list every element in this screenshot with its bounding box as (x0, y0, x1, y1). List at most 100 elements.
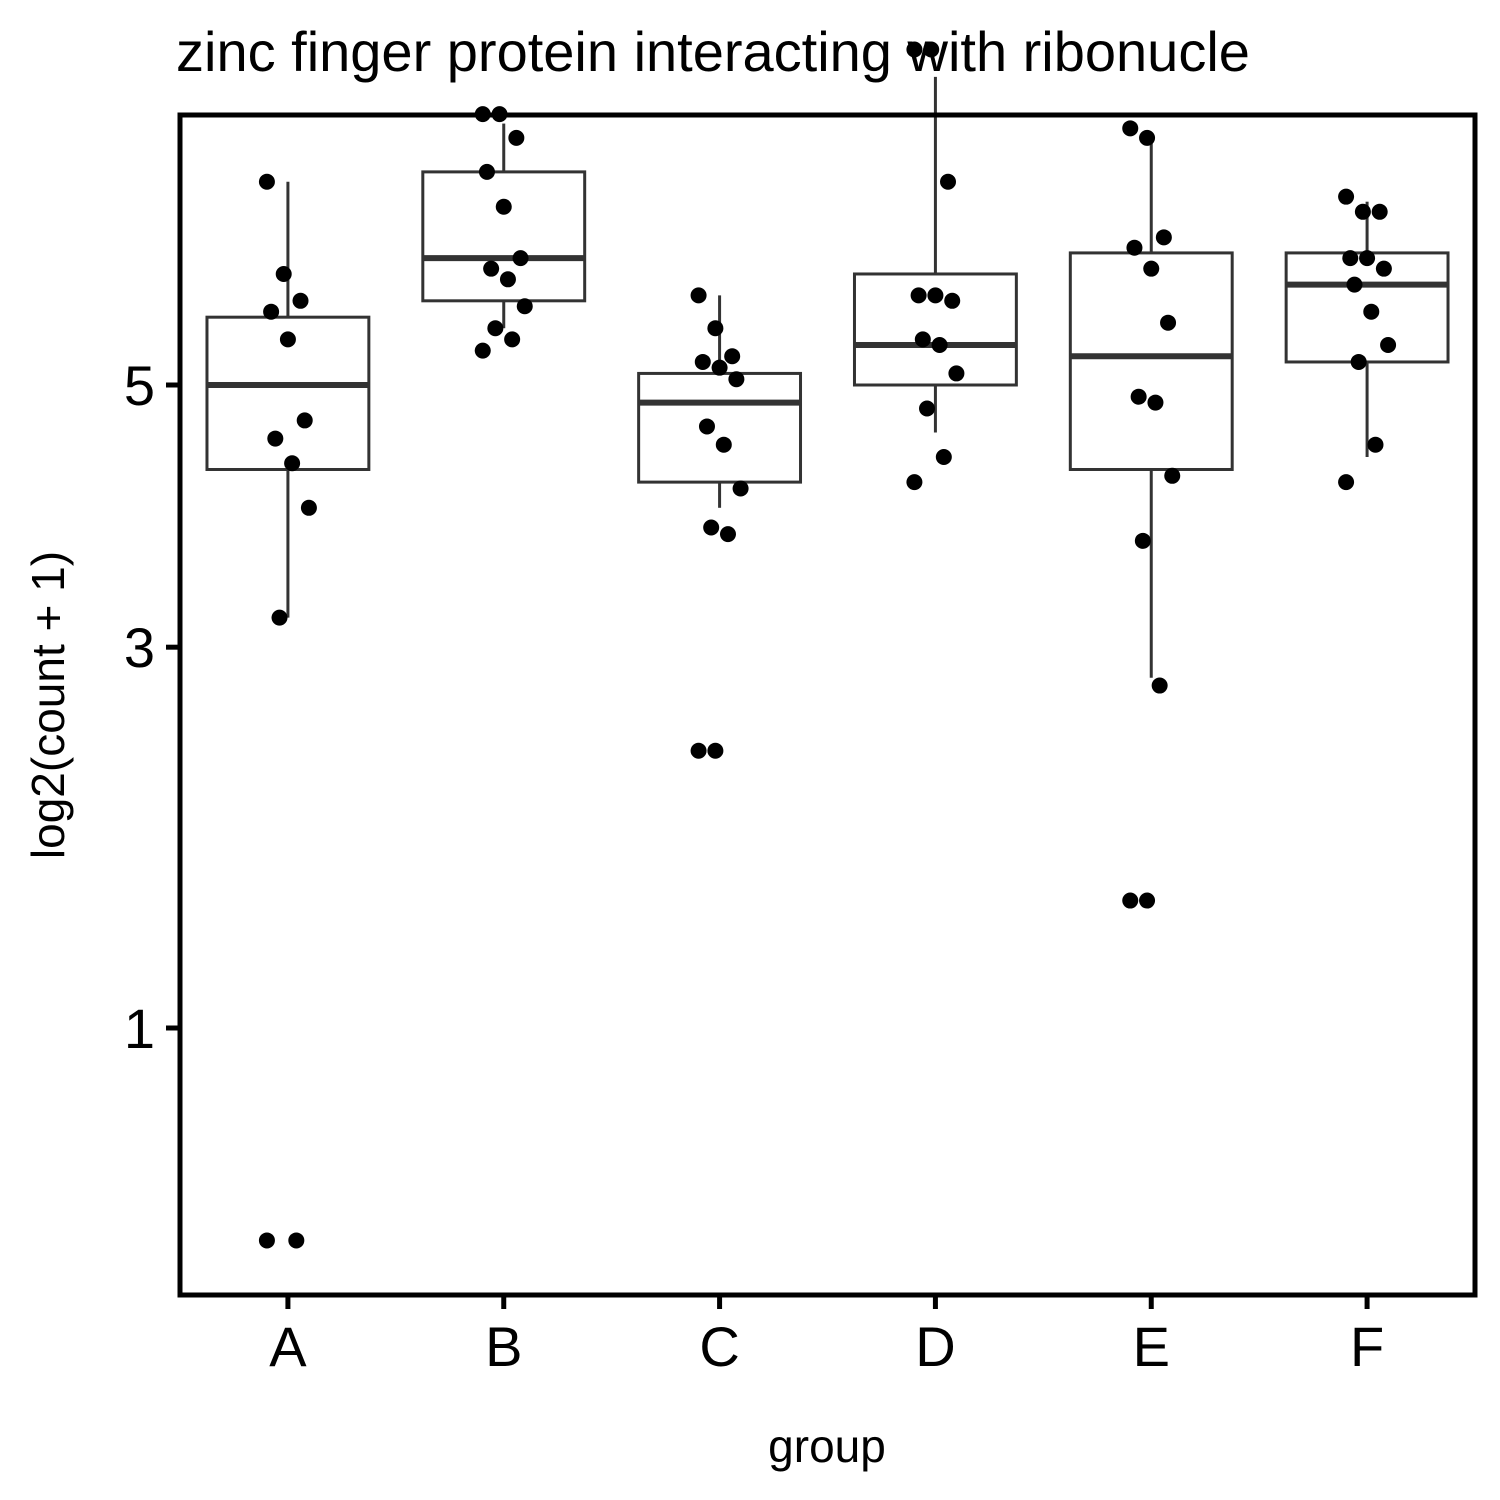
points-E (1122, 120, 1181, 909)
data-point (724, 348, 741, 365)
data-point (906, 474, 923, 491)
data-point (914, 331, 931, 348)
data-point (504, 331, 521, 348)
points-C (690, 287, 749, 759)
data-point (258, 1232, 275, 1249)
y-tick-label: 3 (124, 616, 155, 679)
data-point (931, 336, 948, 353)
data-point (1346, 276, 1363, 293)
data-point (690, 287, 707, 304)
data-point (279, 331, 296, 348)
data-point (703, 519, 720, 536)
data-point (1143, 260, 1160, 277)
data-point (288, 1232, 305, 1249)
data-point (707, 742, 724, 759)
data-point (1139, 892, 1156, 909)
data-point (258, 173, 275, 190)
data-point (1147, 394, 1164, 411)
data-point (1363, 303, 1380, 320)
box-iqr (421, 170, 587, 303)
plot-panel-border (177, 112, 1478, 1298)
data-point (944, 292, 961, 309)
data-point (1371, 203, 1388, 220)
x-tick-label: F (1350, 1315, 1384, 1378)
data-point (906, 41, 923, 58)
data-point (910, 287, 927, 304)
data-point (296, 412, 313, 429)
data-point (271, 609, 288, 626)
x-axis-title: group (768, 1420, 886, 1472)
box-iqr (852, 272, 1018, 387)
data-point (284, 455, 301, 472)
points-B (474, 106, 533, 359)
data-point (263, 303, 280, 320)
boxplot-E (1068, 142, 1234, 678)
points-F (1338, 188, 1397, 491)
data-point (698, 418, 715, 435)
data-point (474, 342, 491, 359)
data-point (1122, 120, 1139, 137)
data-point (300, 499, 317, 516)
data-point (923, 41, 940, 58)
boxplot-D (852, 76, 1018, 433)
data-point (1350, 353, 1367, 370)
data-point (1338, 474, 1355, 491)
x-tick-label: D (915, 1315, 955, 1378)
data-point (728, 371, 745, 388)
data-point (275, 265, 292, 282)
boxplot-F (1284, 201, 1450, 458)
data-point (1122, 892, 1139, 909)
data-point (948, 365, 965, 382)
data-point (1359, 250, 1376, 267)
data-point (267, 430, 284, 447)
data-point (711, 359, 728, 376)
axis-layer: 1 3 5 A B C D E F (124, 354, 1384, 1378)
boxplot-A (205, 181, 371, 618)
data-point (940, 173, 957, 190)
data-point (719, 526, 736, 543)
data-point (1151, 677, 1168, 694)
data-point (1354, 203, 1371, 220)
x-tick-label: C (699, 1315, 739, 1378)
boxplot-B (421, 123, 587, 329)
plot-layer (205, 41, 1450, 1249)
data-point (1164, 467, 1181, 484)
data-point (690, 742, 707, 759)
data-point (516, 298, 533, 315)
data-point (732, 480, 749, 497)
data-point (919, 400, 936, 417)
data-point (1380, 336, 1397, 353)
data-point (483, 260, 500, 277)
data-point (1160, 314, 1177, 331)
x-tick-label: A (269, 1315, 307, 1378)
data-point (292, 292, 309, 309)
data-point (512, 250, 529, 267)
data-point (694, 353, 711, 370)
y-tick-label: 5 (124, 354, 155, 417)
chart-title: zinc finger protein interacting with rib… (176, 20, 1250, 83)
data-point (478, 163, 495, 180)
box-iqr (637, 371, 803, 484)
y-axis-title: log2(count + 1) (22, 551, 74, 859)
data-point (499, 271, 516, 288)
data-point (707, 320, 724, 337)
x-tick-label: E (1133, 1315, 1170, 1378)
box-iqr (1068, 251, 1234, 471)
x-tick-label: B (485, 1315, 522, 1378)
data-point (1155, 229, 1172, 246)
data-point (935, 449, 952, 466)
data-point (1126, 239, 1143, 256)
points-D (906, 41, 965, 491)
data-point (1130, 388, 1147, 405)
data-point (1338, 188, 1355, 205)
data-point (508, 129, 525, 146)
data-point (715, 436, 732, 453)
y-tick-label: 1 (124, 997, 155, 1060)
data-point (487, 320, 504, 337)
data-point (495, 198, 512, 215)
data-point (1134, 532, 1151, 549)
data-point (927, 287, 944, 304)
data-point (1375, 260, 1392, 277)
data-point (1367, 436, 1384, 453)
